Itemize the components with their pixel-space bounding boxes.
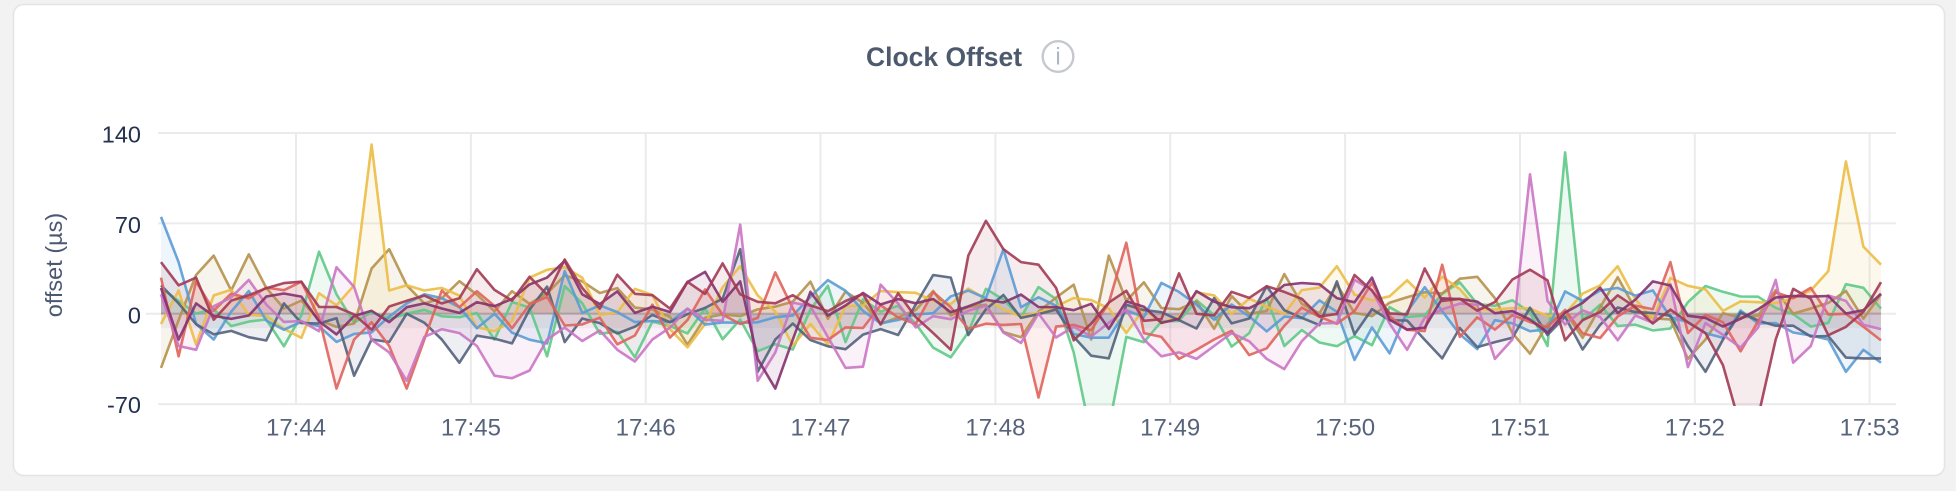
svg-text:0: 0 <box>128 302 141 328</box>
svg-text:17:46: 17:46 <box>616 415 676 442</box>
svg-text:-70: -70 <box>107 392 141 418</box>
svg-text:offset (µs): offset (µs) <box>41 213 67 318</box>
svg-text:17:52: 17:52 <box>1665 415 1725 442</box>
svg-text:17:53: 17:53 <box>1840 415 1900 442</box>
svg-text:70: 70 <box>115 212 141 238</box>
svg-text:140: 140 <box>102 122 141 148</box>
svg-text:17:44: 17:44 <box>266 415 326 442</box>
svg-text:17:47: 17:47 <box>790 415 850 442</box>
svg-text:17:50: 17:50 <box>1315 415 1375 442</box>
svg-text:17:49: 17:49 <box>1140 415 1200 442</box>
svg-text:17:48: 17:48 <box>965 415 1025 442</box>
svg-text:17:51: 17:51 <box>1490 415 1550 442</box>
svg-text:i: i <box>1055 44 1060 71</box>
svg-text:Clock Offset: Clock Offset <box>866 42 1022 72</box>
svg-text:17:45: 17:45 <box>441 415 501 442</box>
